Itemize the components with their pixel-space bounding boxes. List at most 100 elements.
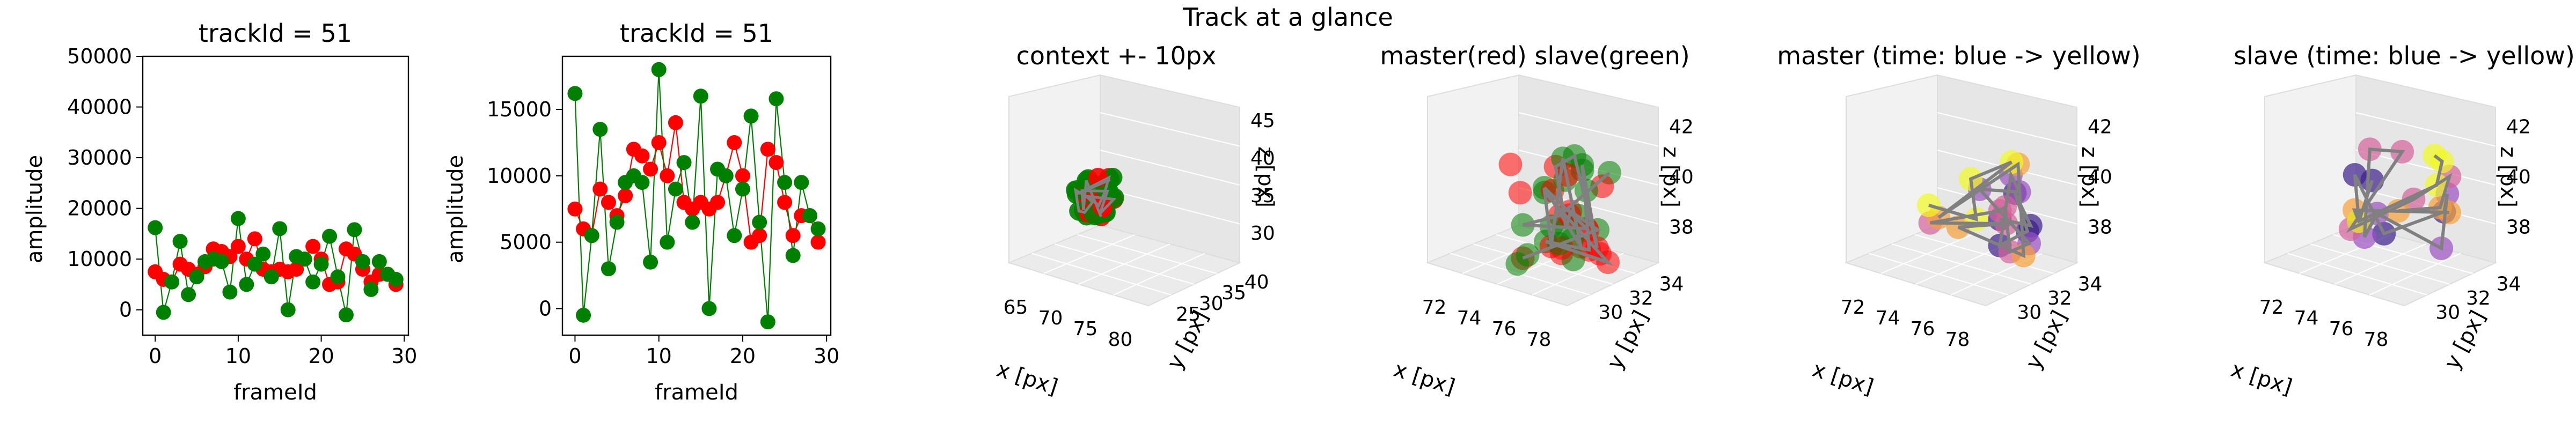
x-tick-label: 78	[2364, 329, 2389, 351]
master-point	[618, 188, 633, 203]
slave-point	[239, 277, 254, 292]
master-point	[247, 231, 262, 247]
slave-point	[609, 214, 625, 230]
y-tick-label: 34	[1659, 273, 1684, 295]
x-tick-label: 76	[2329, 318, 2354, 340]
y-tick-label: 10000	[487, 164, 552, 188]
z-tick-label: 30	[1250, 223, 1275, 245]
master-point	[651, 135, 667, 150]
slave-point	[668, 181, 683, 197]
master-time-3d-xlabel: x [px]	[1809, 357, 1876, 400]
pane-floor	[1007, 224, 1241, 307]
master-point	[668, 115, 683, 130]
scatter-point	[1508, 181, 1532, 205]
slave-point	[810, 221, 826, 236]
slave-point	[322, 228, 338, 244]
amplitude-plot-2: trackId = 51 frameId amplitude 0 10 20 30 0 5…	[443, 19, 839, 405]
slave-point	[297, 252, 312, 267]
z-tick-label: 35	[1250, 185, 1275, 207]
slave-time-3d-zlabel: z [px]	[2496, 146, 2520, 208]
z-tick-label: 42	[1669, 116, 1694, 138]
master-point	[660, 168, 675, 183]
x-tick-label: 74	[2294, 307, 2319, 329]
grid-line	[1100, 187, 1240, 225]
slave-point	[189, 269, 204, 285]
x-tick-label: 10	[646, 344, 672, 368]
master-point	[710, 195, 726, 210]
slave-point	[330, 269, 346, 285]
x-tick-label: 72	[2259, 297, 2284, 319]
pane-floor	[1845, 224, 2079, 307]
slave-point	[701, 301, 717, 316]
master-point	[752, 228, 767, 243]
master-time-3d-title: master (time: blue -> yellow)	[1777, 41, 2140, 70]
master-point	[643, 161, 658, 177]
slave-point	[769, 91, 784, 107]
y-tick-label: 30	[2435, 302, 2460, 324]
slave-point	[222, 284, 238, 300]
slave-point	[181, 287, 196, 302]
y-tick-label: 5000	[500, 231, 552, 254]
y-tick-label: 50000	[67, 45, 132, 68]
x-tick-label: 74	[1457, 307, 1482, 329]
suptitle: Track at a glance	[1182, 3, 1393, 32]
y-tick-label: 25	[1176, 304, 1201, 326]
track-line	[1928, 160, 2034, 258]
x-tick-label: 72	[1841, 297, 1865, 319]
slave-point	[371, 254, 387, 269]
y-tick-label: 15000	[487, 98, 552, 121]
master-point	[567, 201, 583, 217]
y-tick-label: 34	[2078, 273, 2103, 295]
slave-point	[634, 175, 650, 190]
y-tick-label: 34	[2497, 273, 2521, 295]
slave-point	[164, 274, 180, 290]
slave-point	[718, 168, 734, 183]
master-point	[777, 195, 793, 210]
z-tick-label: 40	[1250, 147, 1275, 169]
y-tick-label: 0	[119, 298, 132, 322]
master-slave-3d-title: master(red) slave(green)	[1380, 41, 1689, 70]
grid-line	[1914, 234, 2054, 274]
z-tick-label: 45	[1250, 110, 1275, 132]
track-line	[2346, 147, 2453, 251]
grid-line	[2355, 187, 2496, 225]
x-tick-label: 72	[1422, 297, 1447, 319]
master-point	[785, 228, 801, 243]
slave-point	[567, 86, 583, 101]
plot-2-title: trackId = 51	[620, 19, 773, 48]
grid-line	[1100, 112, 1240, 147]
slave-point	[272, 221, 288, 236]
y-tick-label: 32	[2466, 287, 2491, 309]
slave-point	[785, 248, 801, 263]
master-point	[810, 234, 826, 250]
slave-point	[247, 256, 262, 272]
context-3d-title: context +- 10px	[1016, 41, 1217, 70]
slave-time-3d-xlabel: x [px]	[2228, 357, 2295, 400]
master-time-3d-zlabel: z [px]	[2077, 146, 2102, 208]
plot-2-ylabel: amplitude	[443, 155, 468, 263]
slave-point	[264, 269, 279, 285]
x-tick-label: 74	[1876, 307, 1900, 329]
slave-point	[802, 208, 817, 224]
grid-line	[1077, 234, 1217, 274]
slave-point	[363, 282, 379, 297]
slave-point	[230, 211, 246, 226]
y-tick-label: 30	[1598, 302, 1623, 324]
track-line	[1522, 153, 1614, 266]
x-tick-label: 75	[1073, 318, 1098, 340]
slave-point	[743, 108, 759, 124]
x-tick-label: 0	[568, 344, 581, 368]
y-tick-label: 40	[1245, 271, 1269, 293]
z-tick-label: 38	[1669, 216, 1694, 238]
z-tick-label: 38	[2506, 216, 2531, 238]
slave-time-3d-plot: slave (time: blue -> yellow) x [px] y [p…	[2228, 41, 2574, 400]
x-tick-label: 10	[225, 344, 251, 368]
plot-1-ylabel: amplitude	[23, 155, 47, 263]
grid-line	[2334, 243, 2426, 285]
slave-point	[760, 314, 775, 330]
master-slave-3d-xlabel: x [px]	[1391, 357, 1458, 400]
slave-time-3d-title: slave (time: blue -> yellow)	[2234, 41, 2575, 70]
grid-line	[1937, 112, 2077, 147]
slave-point	[676, 155, 692, 171]
y-tick-label: 30000	[67, 146, 132, 169]
